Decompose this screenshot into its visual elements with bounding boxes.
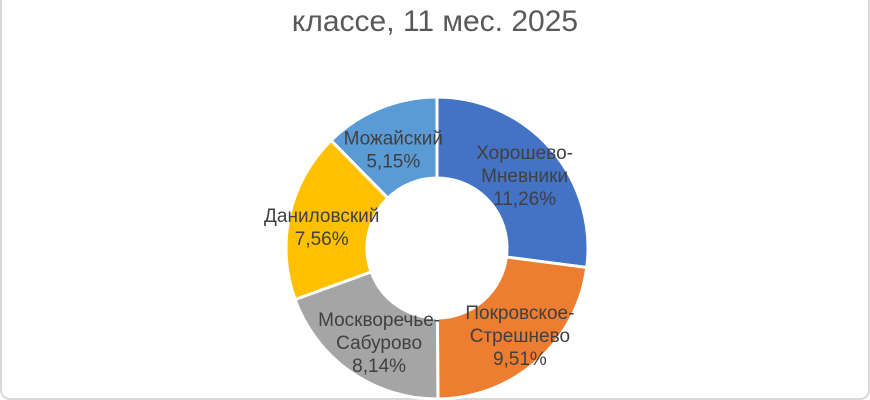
pie-slice-label-3: Даниловский 7,56% [264, 206, 379, 250]
pie-slice-label-4: Можайский 5,15% [344, 128, 443, 172]
pie-slice-3 [284, 138, 390, 301]
pie-slice-1 [435, 255, 589, 400]
pie-slice-2 [293, 270, 440, 400]
chart-title: классе, 11 мес. 2025 [291, 5, 579, 38]
pie-slice-label-2: Москворечье-Сабурово 8,14% [318, 310, 440, 377]
pie-slice-label-0: Хорошево-Мневники 11,26% [476, 143, 573, 210]
pie-slice-label-1: Покровское-Стрешнево 9,51% [465, 303, 574, 370]
pie-slice-0 [435, 95, 590, 269]
pie-slice-4 [329, 95, 439, 200]
